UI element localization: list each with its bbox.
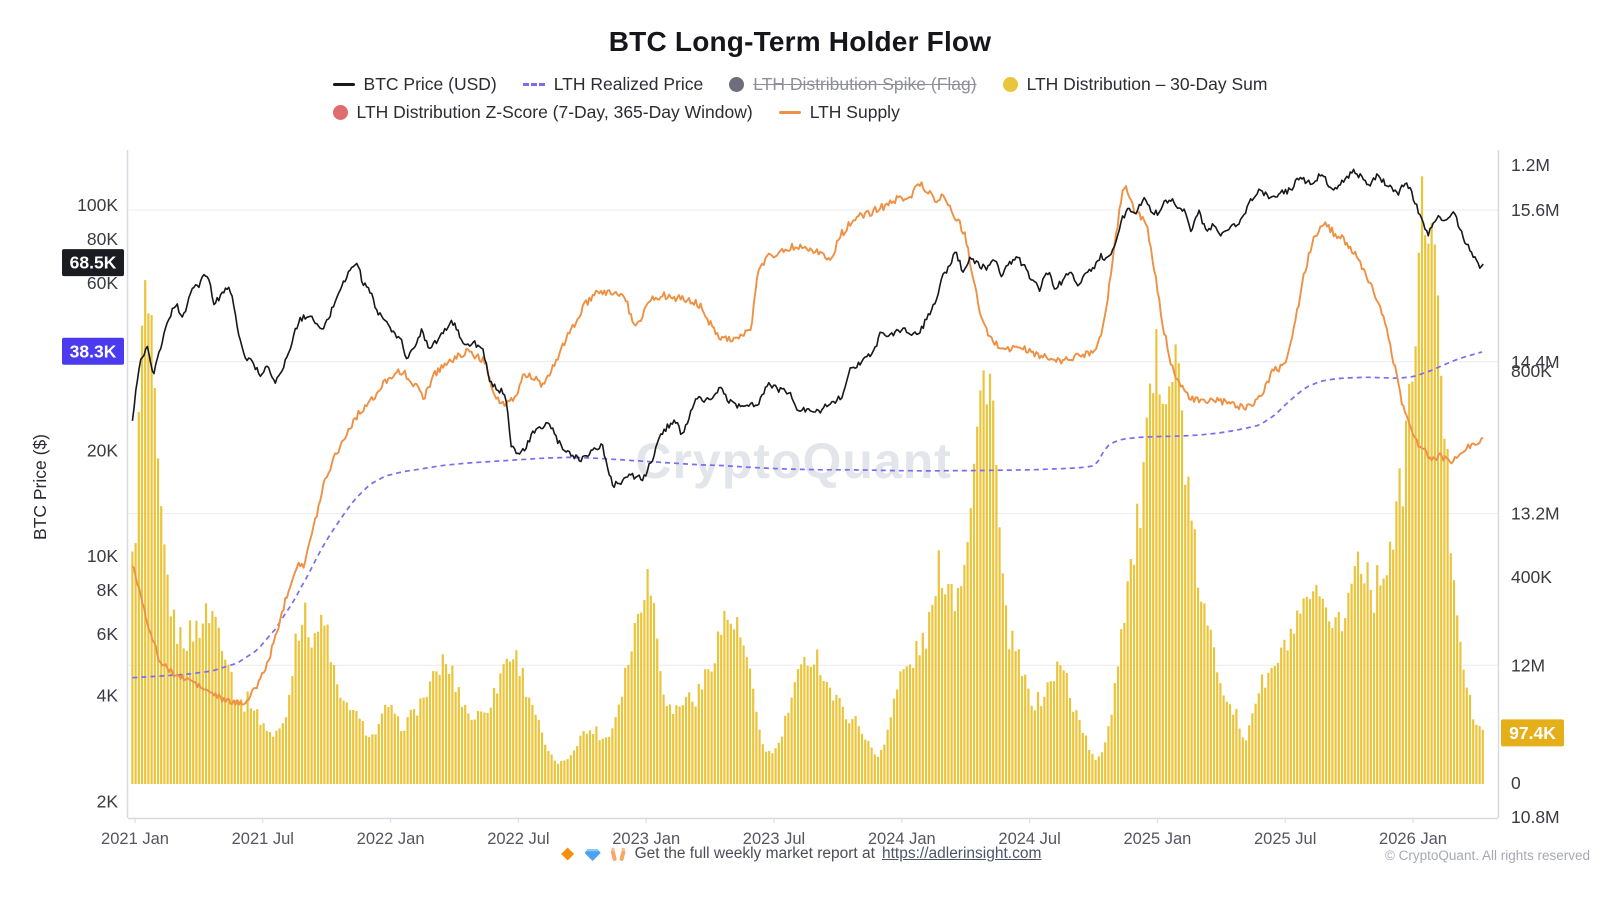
right-axis-supply-tick-label: 15.6M <box>1511 200 1560 220</box>
x-axis-tick-label: 2023 Jul <box>743 830 805 848</box>
legend-item-lth-supply[interactable]: LTH Supply <box>778 102 900 123</box>
right-axis-supply-tick-label: 10.8M <box>1511 807 1560 827</box>
legend-row-1: BTC Price (USD) LTH Realized Price LTH Dis… <box>332 74 1268 95</box>
copyright-notice: © CryptoQuant. All rights reserved <box>1384 848 1590 863</box>
svg-text:68.5K: 68.5K <box>70 253 117 273</box>
page-title: BTC Long-Term Holder Flow <box>608 26 992 57</box>
cryptoquant-watermark: CryptoQuant <box>635 433 952 489</box>
footer-text: Get the full weekly market report at <box>634 845 875 862</box>
left-axis-tick-label: 10K <box>87 546 118 566</box>
lth-supply-line <box>131 181 1484 706</box>
btc-price-value-badge: 68.5K <box>62 249 124 277</box>
legend-item-lth-distribution-spike-flag[interactable]: LTH Distribution Spike (Flag) <box>729 74 977 95</box>
left-axis-tick-label: 4K <box>97 686 119 706</box>
left-axis-tick-label: 20K <box>87 440 118 460</box>
lth-realized-price-line <box>132 351 1483 679</box>
x-axis-tick-label: 2024 Jul <box>998 830 1060 848</box>
left-axis-tick-label: 100K <box>77 195 118 215</box>
legend-item-lth-distribution-30-day-sum[interactable]: LTH Distribution – 30-Day Sum <box>1002 74 1268 95</box>
x-axis-tick-label: 2025 Jul <box>1254 830 1316 848</box>
x-axis-tick-label: 2026 Jan <box>1379 830 1447 848</box>
svg-text:97.4K: 97.4K <box>1509 723 1556 743</box>
left-axis-title: BTC Price ($) <box>30 434 50 540</box>
dash-swatch-icon <box>522 83 545 86</box>
legend: BTC Price (USD) LTH Realized Price LTH Dis… <box>0 74 1600 123</box>
x-axis-tick-label: 2022 Jul <box>487 830 549 848</box>
legend-item-label: LTH Realized Price <box>553 74 704 94</box>
x-axis-tick-label: 2022 Jan <box>357 830 425 848</box>
circle-swatch-icon <box>729 77 745 92</box>
btc-price-line <box>131 168 1484 489</box>
line-swatch-icon <box>332 83 355 86</box>
right-axis-distribution-tick-label: 1.2M <box>1511 155 1550 175</box>
legend-item-label: LTH Distribution – 30-Day Sum <box>1026 74 1268 94</box>
line-swatch-icon <box>778 111 801 114</box>
svg-text:38.3K: 38.3K <box>70 341 117 361</box>
legend-item-label: LTH Distribution Z-Score (7-Day, 365-Day… <box>356 102 753 122</box>
legend-row-2: LTH Distribution Z-Score (7-Day, 365-Day… <box>332 102 900 123</box>
x-axis-tick-label: 2024 Jan <box>868 830 936 848</box>
report-link[interactable]: https://adlerinsight.com <box>881 845 1042 862</box>
x-axis-tick-label: 2021 Jan <box>101 830 169 848</box>
legend-item-lth-realized-price[interactable]: LTH Realized Price <box>522 74 704 95</box>
left-axis-tick-label: 8K <box>97 580 119 600</box>
raised-hands-icon <box>610 847 626 861</box>
legend-item-label: LTH Supply <box>809 102 900 122</box>
x-axis-tick-label: 2025 Jan <box>1123 830 1191 848</box>
x-axis-tick-label: 2023 Jan <box>612 830 680 848</box>
circle-swatch-icon <box>332 105 348 120</box>
orange-diamond-icon <box>561 847 575 861</box>
right-axis-distribution-tick-label: 800K <box>1511 361 1552 381</box>
left-axis-tick-label: 80K <box>87 229 118 249</box>
distribution-bars <box>131 176 1484 785</box>
right-axis-supply-tick-label: 14.4M <box>1511 352 1560 372</box>
left-axis-tick-label: 6K <box>97 624 119 644</box>
left-axis-tick-label: 60K <box>87 273 118 293</box>
footer-banner: Get the full weekly market report at htt… <box>559 845 1042 863</box>
left-axis-tick-label: 2K <box>97 791 119 811</box>
lth-distribution-value-badge: 97.4K <box>1501 719 1564 747</box>
legend-item-btc-price-usd[interactable]: BTC Price (USD) <box>332 74 497 95</box>
legend-item-label: LTH Distribution Spike (Flag) <box>753 74 977 94</box>
lth-realized-price-value-badge: 38.3K <box>62 337 124 365</box>
right-axis-distribution-tick-label: 400K <box>1511 567 1552 587</box>
right-axis-supply-tick-label: 13.2M <box>1511 504 1560 524</box>
right-axis-supply-tick-label: 12M <box>1511 655 1545 675</box>
right-axis-distribution-tick-label: 0 <box>1511 773 1521 793</box>
circle-swatch-icon <box>1002 77 1018 92</box>
x-axis-tick-label: 2021 Jul <box>232 830 294 848</box>
legend-item-label: BTC Price (USD) <box>363 74 497 94</box>
legend-item-lth-distribution-z-score-7-day-365-day-window[interactable]: LTH Distribution Z-Score (7-Day, 365-Day… <box>332 102 753 123</box>
gem-icon <box>584 849 601 861</box>
